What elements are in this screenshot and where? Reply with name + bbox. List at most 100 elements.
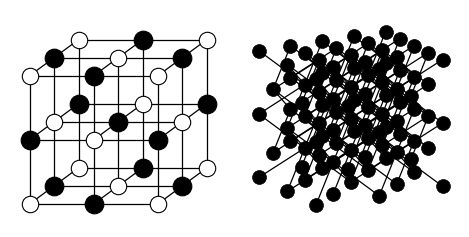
Point	[255, 112, 263, 116]
Point	[364, 137, 372, 140]
Point	[396, 68, 404, 72]
Point	[269, 87, 277, 91]
Point	[318, 39, 326, 43]
Point	[378, 48, 386, 52]
Point	[347, 148, 355, 152]
Point	[424, 82, 432, 86]
Point	[393, 119, 401, 123]
Point	[318, 103, 326, 106]
Point	[255, 49, 263, 53]
Point	[287, 107, 294, 111]
Point	[90, 74, 98, 77]
Point	[284, 126, 291, 130]
Point	[51, 184, 58, 188]
Point	[75, 102, 82, 106]
Point	[51, 56, 58, 59]
Point	[333, 141, 340, 145]
Point	[344, 167, 351, 171]
Point	[382, 61, 389, 65]
Point	[350, 98, 358, 102]
Point	[114, 120, 122, 124]
Point	[410, 107, 418, 111]
Point	[361, 92, 369, 96]
Point	[287, 76, 294, 79]
Point	[51, 120, 58, 124]
Point	[424, 146, 432, 150]
Point	[179, 56, 186, 59]
Point	[350, 35, 358, 38]
Point	[410, 44, 418, 47]
Point	[396, 100, 404, 104]
Point	[347, 180, 355, 184]
Point	[318, 166, 326, 170]
Point	[330, 128, 337, 132]
Point	[393, 182, 401, 186]
Point	[330, 160, 337, 164]
Point	[203, 38, 211, 41]
Point	[315, 153, 323, 157]
Point	[298, 165, 305, 169]
Point	[301, 83, 309, 87]
Point	[364, 168, 372, 172]
Point	[344, 104, 351, 107]
Point	[347, 85, 355, 89]
Point	[287, 139, 294, 143]
Point	[393, 87, 401, 91]
Point	[255, 176, 263, 179]
Point	[312, 140, 319, 144]
Point	[301, 178, 309, 182]
Point	[393, 55, 401, 59]
Point	[75, 38, 82, 41]
Point	[26, 74, 34, 77]
Point	[333, 110, 340, 114]
Point	[410, 170, 418, 174]
Point	[424, 51, 432, 55]
Point	[154, 202, 162, 206]
Point	[396, 37, 404, 41]
Point	[396, 132, 404, 136]
Point	[382, 93, 389, 97]
Point	[114, 184, 122, 188]
Point	[154, 74, 162, 77]
Point	[347, 117, 355, 120]
Point	[312, 204, 319, 207]
Point	[376, 131, 383, 134]
Point	[350, 66, 358, 70]
Point	[114, 56, 122, 59]
Point	[382, 30, 389, 33]
Point	[378, 80, 386, 84]
Point	[203, 102, 211, 106]
Point	[203, 166, 211, 170]
Point	[382, 125, 389, 129]
Point	[315, 58, 323, 62]
Point	[284, 190, 291, 193]
Point	[376, 194, 383, 198]
Point	[301, 51, 309, 55]
Point	[301, 146, 309, 150]
Point	[382, 157, 389, 160]
Point	[424, 114, 432, 118]
Point	[410, 75, 418, 79]
Point	[378, 144, 386, 147]
Point	[318, 134, 326, 138]
Point	[315, 121, 323, 125]
Point	[407, 158, 415, 161]
Point	[139, 166, 146, 170]
Point	[26, 138, 34, 141]
Point	[361, 60, 369, 64]
Point	[439, 58, 446, 61]
Point	[315, 90, 323, 93]
Point	[330, 97, 337, 100]
Point	[90, 202, 98, 206]
Point	[364, 105, 372, 109]
Point	[154, 138, 162, 141]
Point	[330, 192, 337, 196]
Point	[350, 130, 358, 133]
Point	[333, 78, 340, 82]
Point	[364, 41, 372, 45]
Point	[179, 184, 186, 188]
Point	[410, 139, 418, 143]
Point	[139, 102, 146, 106]
Point	[269, 151, 277, 155]
Point	[347, 53, 355, 57]
